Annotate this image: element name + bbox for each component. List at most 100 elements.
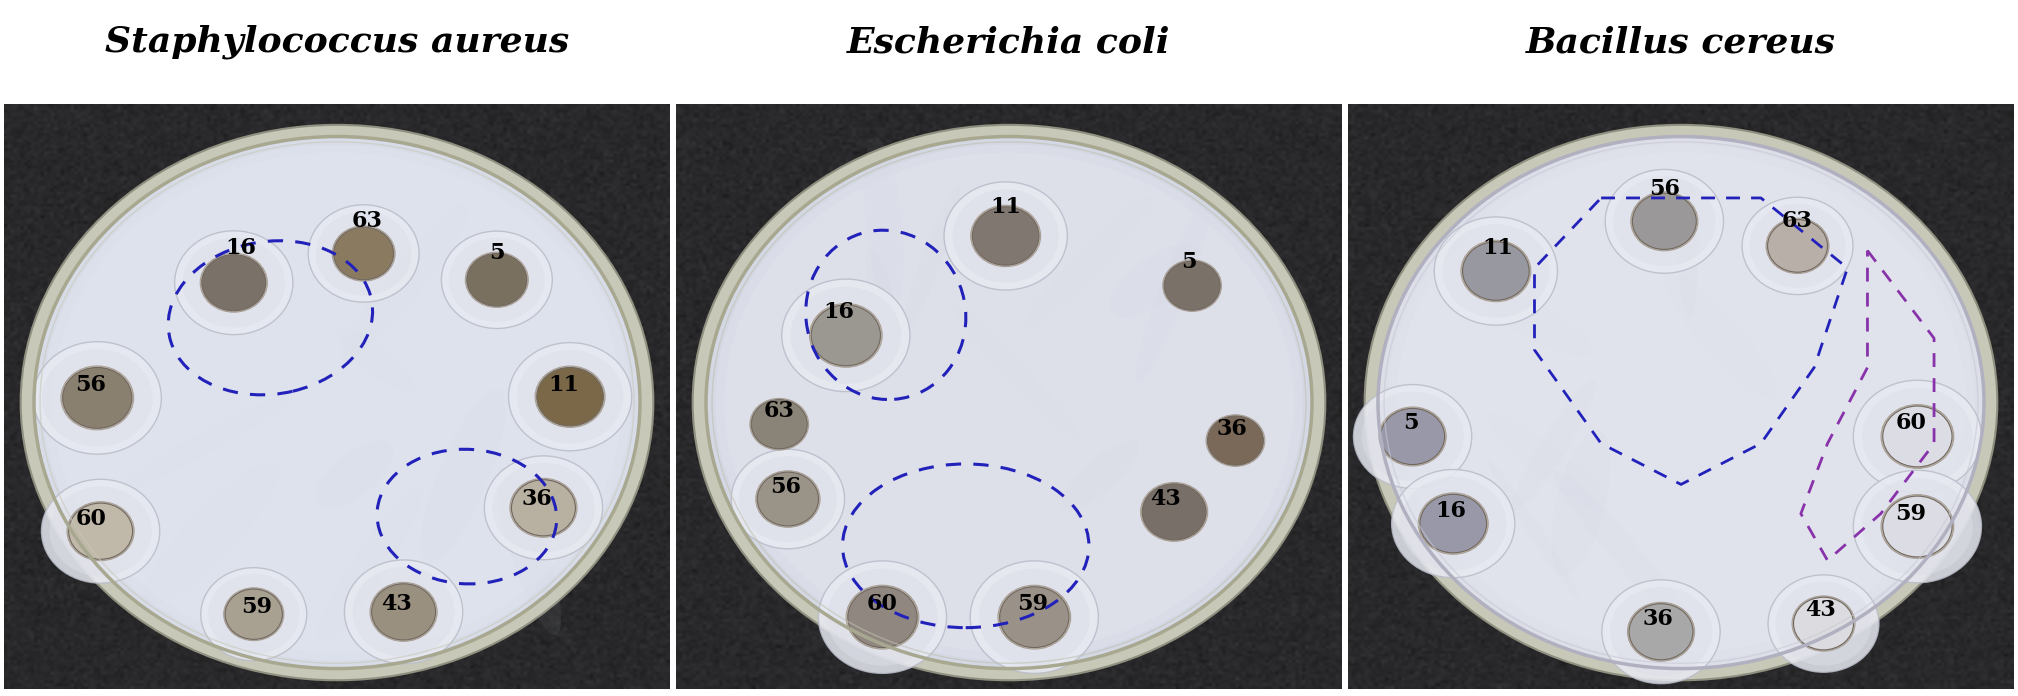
Circle shape (1863, 388, 1974, 485)
Ellipse shape (422, 389, 507, 562)
Ellipse shape (1677, 169, 1699, 317)
Text: 16: 16 (1435, 500, 1467, 522)
Ellipse shape (1110, 244, 1201, 318)
Circle shape (1380, 409, 1445, 464)
Circle shape (448, 238, 545, 322)
Circle shape (184, 238, 285, 328)
Circle shape (739, 456, 837, 542)
Circle shape (1354, 385, 1471, 489)
Circle shape (819, 561, 946, 673)
Circle shape (781, 279, 910, 392)
Circle shape (1443, 224, 1550, 318)
Circle shape (63, 367, 131, 428)
Text: 63: 63 (351, 210, 381, 232)
Circle shape (511, 478, 577, 537)
Circle shape (757, 470, 819, 528)
Circle shape (1627, 602, 1695, 661)
Text: 36: 36 (521, 488, 553, 510)
Circle shape (176, 231, 293, 335)
Circle shape (200, 253, 266, 313)
Circle shape (973, 207, 1039, 265)
Text: 16: 16 (224, 237, 256, 259)
Circle shape (224, 588, 285, 640)
Ellipse shape (1487, 461, 1580, 598)
Circle shape (52, 152, 622, 653)
Circle shape (1742, 197, 1853, 294)
Circle shape (202, 255, 266, 311)
Text: 60: 60 (1895, 412, 1925, 434)
Circle shape (309, 205, 420, 302)
Circle shape (846, 585, 918, 649)
Circle shape (1881, 404, 1953, 468)
Circle shape (1612, 176, 1715, 267)
Circle shape (371, 584, 436, 640)
Circle shape (1633, 193, 1697, 249)
Circle shape (706, 136, 1312, 669)
Circle shape (32, 342, 161, 454)
Circle shape (34, 136, 640, 669)
Circle shape (1794, 597, 1853, 650)
Circle shape (1392, 470, 1516, 578)
Circle shape (200, 568, 307, 661)
Circle shape (1853, 380, 1982, 493)
Circle shape (484, 456, 603, 560)
Text: 5: 5 (1405, 412, 1419, 434)
Circle shape (848, 587, 916, 647)
Circle shape (1162, 260, 1221, 311)
Ellipse shape (864, 137, 904, 310)
Circle shape (509, 342, 632, 451)
Text: 43: 43 (381, 593, 412, 615)
Text: 56: 56 (1649, 178, 1679, 200)
Text: 5: 5 (488, 242, 504, 264)
Circle shape (1461, 240, 1532, 302)
Circle shape (20, 125, 654, 680)
Circle shape (1792, 596, 1855, 651)
Circle shape (1881, 495, 1953, 558)
Ellipse shape (1136, 194, 1213, 383)
Ellipse shape (904, 186, 961, 331)
Circle shape (1140, 482, 1207, 541)
Circle shape (42, 145, 632, 661)
Circle shape (333, 227, 394, 280)
Circle shape (751, 398, 809, 450)
Circle shape (1463, 242, 1530, 300)
Circle shape (1863, 478, 1974, 575)
Circle shape (42, 349, 153, 447)
Circle shape (1378, 407, 1447, 466)
Circle shape (535, 366, 605, 427)
Circle shape (42, 480, 159, 583)
Circle shape (537, 367, 603, 426)
Ellipse shape (1552, 430, 1610, 576)
Text: 63: 63 (1782, 210, 1812, 232)
Circle shape (971, 205, 1041, 267)
Text: Staphylococcus aureus: Staphylococcus aureus (105, 24, 569, 59)
Ellipse shape (1552, 469, 1689, 625)
Circle shape (67, 502, 133, 561)
Ellipse shape (496, 467, 561, 635)
Text: 11: 11 (991, 196, 1021, 218)
Circle shape (466, 252, 529, 308)
Circle shape (1776, 581, 1871, 665)
Circle shape (517, 350, 624, 443)
Circle shape (208, 574, 299, 654)
Text: 36: 36 (1643, 608, 1673, 630)
Circle shape (1400, 477, 1507, 570)
Circle shape (466, 253, 527, 306)
Circle shape (1207, 416, 1263, 465)
Circle shape (1604, 169, 1723, 274)
Circle shape (809, 303, 882, 367)
Circle shape (827, 569, 938, 666)
Circle shape (757, 472, 819, 526)
Text: 43: 43 (1150, 488, 1181, 510)
Circle shape (724, 152, 1294, 653)
Circle shape (1378, 136, 1984, 669)
Circle shape (952, 189, 1059, 283)
Circle shape (791, 287, 902, 384)
Circle shape (1766, 219, 1828, 274)
Text: 59: 59 (1017, 593, 1047, 615)
Circle shape (1602, 580, 1719, 683)
Circle shape (1396, 152, 1966, 653)
Text: 43: 43 (1806, 599, 1836, 621)
Circle shape (1207, 415, 1265, 466)
Circle shape (1419, 493, 1487, 554)
